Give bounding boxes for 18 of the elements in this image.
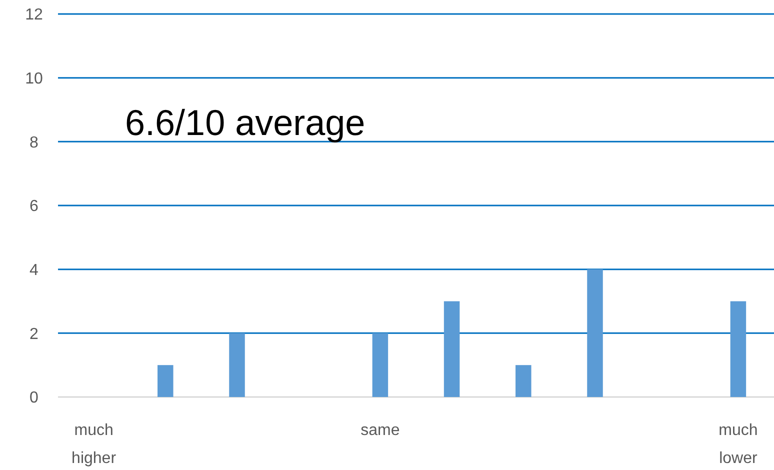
y-tick-label: 2 (30, 326, 39, 343)
y-tick-label: 0 (30, 390, 39, 407)
bar (372, 333, 388, 397)
x-tick-label: same (360, 422, 400, 439)
x-tick-label: much lower (718, 422, 758, 467)
bar (730, 301, 746, 397)
y-tick-label: 8 (30, 134, 39, 152)
bar (516, 365, 532, 397)
annotation: 6.6/10 average (125, 102, 366, 143)
bar (444, 301, 460, 397)
bar (158, 365, 174, 397)
y-tick-label: 6 (30, 198, 39, 216)
bar (587, 269, 603, 397)
x-tick-label: much higher (72, 422, 117, 467)
y-tick-label: 12 (25, 6, 43, 24)
bar (229, 333, 245, 397)
y-tick-label: 4 (30, 262, 39, 279)
y-tick-label: 10 (25, 70, 43, 88)
